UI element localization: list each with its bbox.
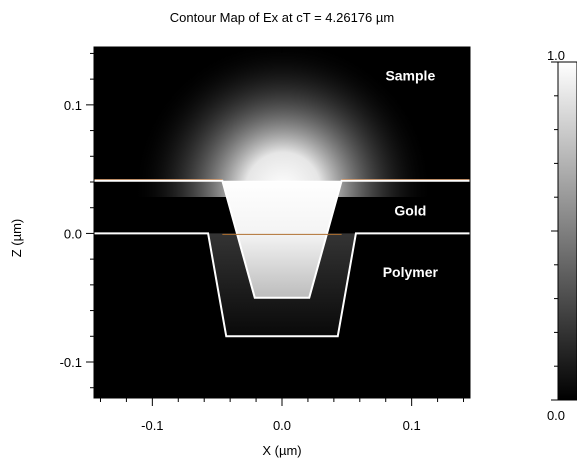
region-label-sample: Sample (385, 67, 435, 83)
colorbar-label: 0.0 (547, 408, 565, 423)
x-axis: -0.1 0.0 0.1 (99, 47, 465, 433)
region-label-polymer: Polymer (383, 264, 439, 280)
boundary-gold-top (94, 179, 470, 299)
x-tick-label: 0.1 (403, 418, 421, 433)
y-axis: 0.1 0.0 -0.1 (60, 52, 94, 389)
y-axis-label: Z (µm) (9, 219, 24, 258)
colorbar (557, 61, 577, 401)
colorbar-axis: 1.0 0.0 (547, 48, 565, 423)
y-tick-label: 0.0 (64, 226, 82, 241)
y-tick-label: 0.1 (64, 98, 82, 113)
x-tick-label: 0.0 (273, 418, 291, 433)
field-glow (94, 47, 470, 197)
y-tick-label: -0.1 (60, 355, 82, 370)
boundary-gold-bottom (94, 232, 470, 338)
x-axis-label: X (µm) (262, 443, 301, 458)
field-trapezoid (222, 180, 342, 298)
x-tick-label: -0.1 (141, 418, 163, 433)
boundary-lines (94, 179, 470, 338)
region-label-gold: Gold (394, 202, 426, 218)
colorbar-label: 1.0 (547, 48, 565, 63)
chart-title: Contour Map of Ex at cT = 4.26176 µm (170, 10, 394, 25)
region-labels: Sample Gold Polymer (383, 67, 439, 280)
